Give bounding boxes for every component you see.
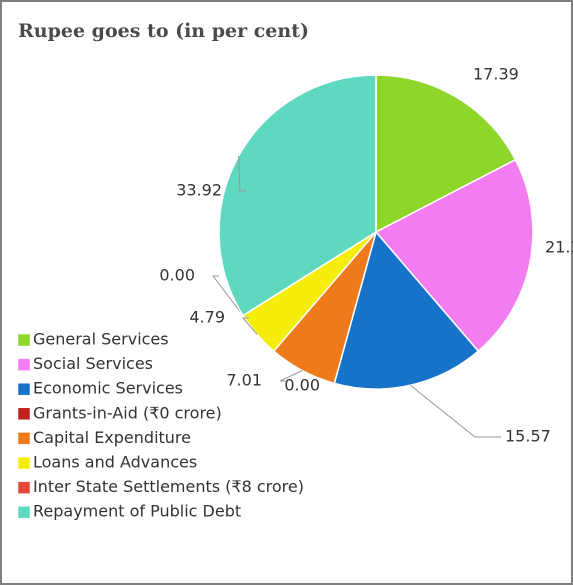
leader-line xyxy=(279,370,303,382)
legend-swatch xyxy=(17,481,31,494)
pie-slice xyxy=(333,230,480,390)
data-label: 33.92 xyxy=(176,181,222,200)
data-label: 0.00 xyxy=(284,376,320,395)
legend-swatch xyxy=(17,382,31,396)
leader-line xyxy=(211,275,244,316)
data-label: 4.79 xyxy=(189,308,225,327)
legend-label: Grants-in-Aid (₹0 crore) xyxy=(33,403,222,422)
leader-line xyxy=(238,155,246,192)
legend-label: Capital Expenditure xyxy=(33,428,191,447)
legend-swatch xyxy=(17,505,31,519)
legend-label: Inter State Settlements (₹8 crore) xyxy=(33,477,304,496)
legend-label: Repayment of Public Debt xyxy=(33,502,241,521)
data-label: 0.00 xyxy=(159,266,195,285)
leader-line xyxy=(409,384,501,438)
legend-label: Social Services xyxy=(33,354,153,373)
legend-swatch xyxy=(17,333,31,347)
data-label: 15.57 xyxy=(505,427,551,446)
leader-line xyxy=(241,317,258,335)
legend-swatch xyxy=(17,358,31,371)
legend-label: Economic Services xyxy=(33,379,183,398)
legend-label: General Services xyxy=(33,330,169,349)
legend-swatch xyxy=(17,432,31,445)
legend-swatch xyxy=(17,407,31,421)
legend-label: Loans and Advances xyxy=(33,453,197,472)
data-label: 7.01 xyxy=(226,371,262,390)
chart-title: Rupee goes to (in per cent) xyxy=(18,20,309,42)
pie-slice xyxy=(374,158,534,353)
legend-swatch xyxy=(17,456,31,470)
pie-slice xyxy=(375,74,517,234)
data-label: 17.39 xyxy=(473,65,519,84)
data-label: 21.32 xyxy=(545,238,573,257)
